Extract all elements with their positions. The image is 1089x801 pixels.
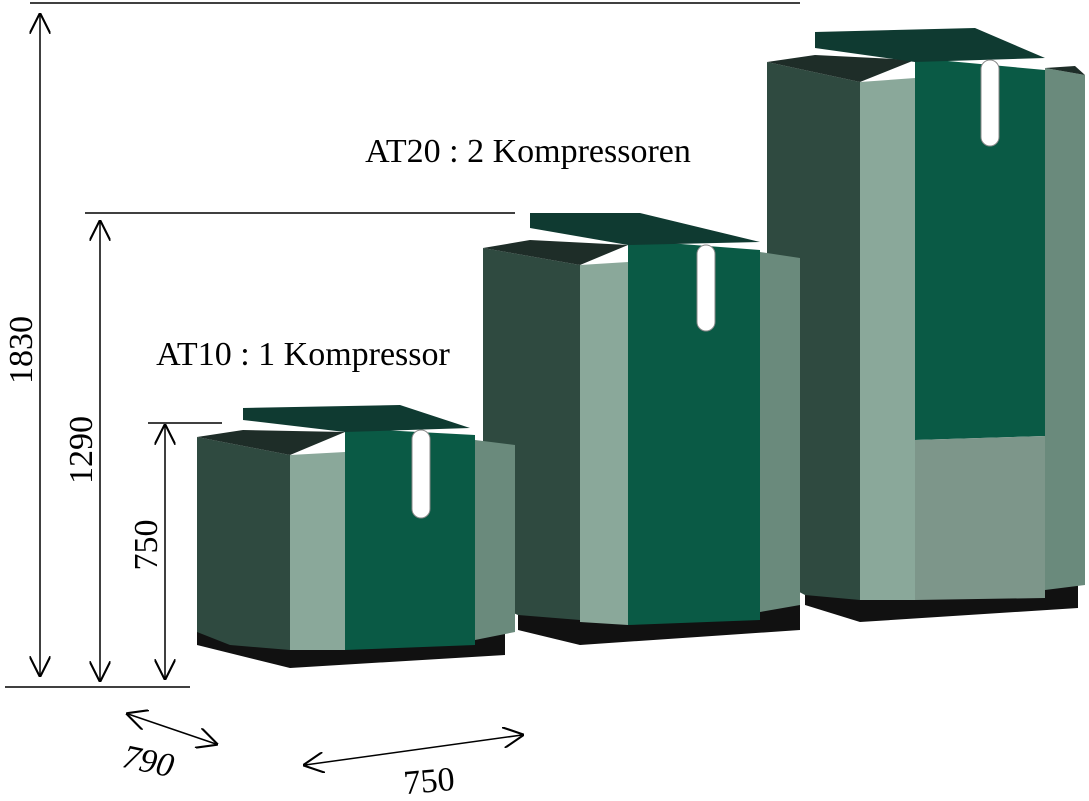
label: AT10 : 1 Kompressor <box>156 336 450 373</box>
unit-mid <box>483 213 800 645</box>
dimension-label: 790 <box>119 738 177 785</box>
dimension-label: 1290 <box>63 416 100 484</box>
label: AT20 : 2 Kompressoren <box>365 133 691 170</box>
dimension-label: 750 <box>128 520 165 571</box>
unit-at20 <box>767 28 1085 622</box>
arrow <box>128 714 216 744</box>
unit-at10 <box>197 405 515 668</box>
dimension-label: 1830 <box>3 316 40 384</box>
arrow <box>305 735 522 765</box>
dimension-label: 750 <box>402 761 456 801</box>
